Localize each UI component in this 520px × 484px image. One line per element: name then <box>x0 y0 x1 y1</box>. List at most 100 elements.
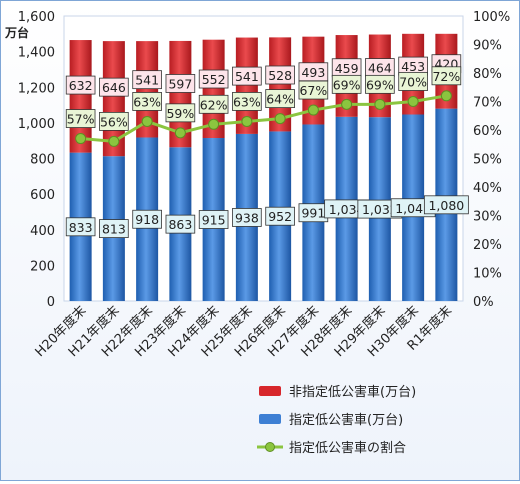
percentage-point <box>108 135 120 147</box>
percentage-point <box>174 127 186 139</box>
percentage-value-label: 63% <box>233 94 261 109</box>
non-designated-value-label-box <box>99 77 129 97</box>
percentage-value-label: 56% <box>100 114 128 129</box>
percentage-point <box>274 113 286 125</box>
percentage-value-label-box <box>431 66 462 86</box>
percentage-value-label: 59% <box>166 106 194 121</box>
designated-value-label-box <box>65 217 96 237</box>
percentage-value-label: 64% <box>266 92 294 107</box>
designated-value-label: 1,047 <box>395 201 431 216</box>
non-designated-value-label: 464 <box>368 61 392 76</box>
right-axis-tick-label: 10% <box>473 267 502 282</box>
designated-value-label-box <box>99 219 129 238</box>
non-designated-value-label: 632 <box>69 78 93 93</box>
right-axis-tick-label: 0% <box>473 295 494 310</box>
designated-value-label-box <box>423 195 469 215</box>
percentage-value-label-box <box>198 94 229 114</box>
designated-value-label: 952 <box>268 209 292 224</box>
percentage-value-label: 57% <box>67 112 95 127</box>
non-designated-value-label-box <box>265 65 295 85</box>
left-axis-tick-label: 200 <box>30 259 55 274</box>
left-axis-tick-label: 1,600 <box>18 10 55 25</box>
non-designated-value-label: 541 <box>135 73 159 88</box>
right-axis-tick-label: 100% <box>473 10 510 25</box>
designated-value-label: 863 <box>168 217 192 232</box>
designated-value-label-box <box>198 210 229 229</box>
non-designated-value-label: 493 <box>301 65 325 80</box>
legend-label: 非指定低公害車(万台) <box>289 384 416 400</box>
designated-value-label-box <box>165 214 196 234</box>
right-axis-tick-label: 30% <box>473 210 502 225</box>
percentage-value-label: 69% <box>333 77 361 92</box>
bar-non-designated <box>136 41 159 138</box>
legend-swatch <box>259 386 281 396</box>
percentage-value-label-box <box>398 72 428 91</box>
non-designated-value-label: 597 <box>168 76 192 91</box>
percentage-point <box>75 133 87 145</box>
designated-value-label: 918 <box>135 212 159 227</box>
legend-label: 指定低公害車の割合 <box>289 440 406 456</box>
non-designated-value-label: 528 <box>268 68 292 83</box>
designated-value-label: 938 <box>235 210 259 225</box>
percentage-point <box>208 118 220 130</box>
right-axis-tick-label: 70% <box>473 96 502 111</box>
percentage-value-label-box <box>232 92 262 111</box>
percentage-point <box>440 90 452 102</box>
percentage-value-label: 72% <box>432 69 460 84</box>
legend-swatch <box>259 414 281 424</box>
designated-value-label: 1,032 <box>362 202 398 217</box>
non-designated-value-label-box <box>165 74 196 93</box>
non-designated-value-label: 552 <box>202 72 226 87</box>
designated-value-label: 1,080 <box>428 198 464 213</box>
percentage-value-label: 63% <box>133 94 161 109</box>
designated-value-label: 833 <box>69 220 93 235</box>
percentage-point <box>341 98 353 110</box>
percentage-point <box>307 104 319 116</box>
percentage-value-label-box <box>331 74 362 94</box>
non-designated-value-label-box <box>198 69 229 89</box>
legend-label: 指定低公害車(万台) <box>289 412 403 428</box>
left-axis-tick-label: 0 <box>47 295 55 310</box>
percentage-line <box>80 94 447 143</box>
percentage-value-label-box <box>65 109 96 128</box>
left-axis-tick-label: 1,000 <box>18 117 55 132</box>
percentage-point <box>141 115 153 127</box>
left-axis-tick-label: 400 <box>30 224 55 239</box>
left-axis-tick-label: 800 <box>30 153 55 168</box>
left-axis-unit-label: 万台 <box>4 25 29 40</box>
plot-area <box>63 15 464 302</box>
percentage-value-label-box <box>265 89 295 108</box>
designated-value-label-box <box>232 208 262 227</box>
right-axis-tick-label: 50% <box>473 153 502 168</box>
non-designated-value-label: 459 <box>335 61 359 76</box>
designated-value-label: 813 <box>102 222 126 237</box>
non-designated-value-label: 453 <box>401 59 425 74</box>
right-axis-tick-label: 40% <box>473 181 502 196</box>
designated-value-label: 991 <box>301 206 325 221</box>
right-axis-tick-label: 20% <box>473 238 502 253</box>
designated-value-label: 915 <box>202 213 226 228</box>
legend-swatch-marker <box>265 442 275 452</box>
percentage-value-label-box <box>99 112 129 131</box>
non-designated-value-label-box <box>232 66 262 86</box>
right-axis-tick-label: 90% <box>473 39 502 54</box>
percentage-point <box>374 98 386 110</box>
non-designated-value-label: 541 <box>235 69 259 84</box>
right-axis-tick-label: 80% <box>473 67 502 82</box>
percentage-value-label-box <box>365 74 395 94</box>
percentage-value-label: 62% <box>200 97 228 112</box>
percentage-value-label: 67% <box>299 83 327 98</box>
non-designated-value-label-box <box>65 75 96 95</box>
non-designated-value-label: 646 <box>102 80 126 95</box>
percentage-value-label: 69% <box>366 77 394 92</box>
percentage-value-label-box <box>132 92 162 111</box>
designated-value-label-box <box>132 209 162 229</box>
percentage-value-label-box <box>298 80 329 100</box>
right-axis-tick-label: 60% <box>473 124 502 139</box>
percentage-value-label-box <box>165 103 196 123</box>
non-designated-value-label-box <box>132 70 162 90</box>
left-axis-tick-label: 1,400 <box>18 46 55 61</box>
percentage-point <box>241 115 253 127</box>
